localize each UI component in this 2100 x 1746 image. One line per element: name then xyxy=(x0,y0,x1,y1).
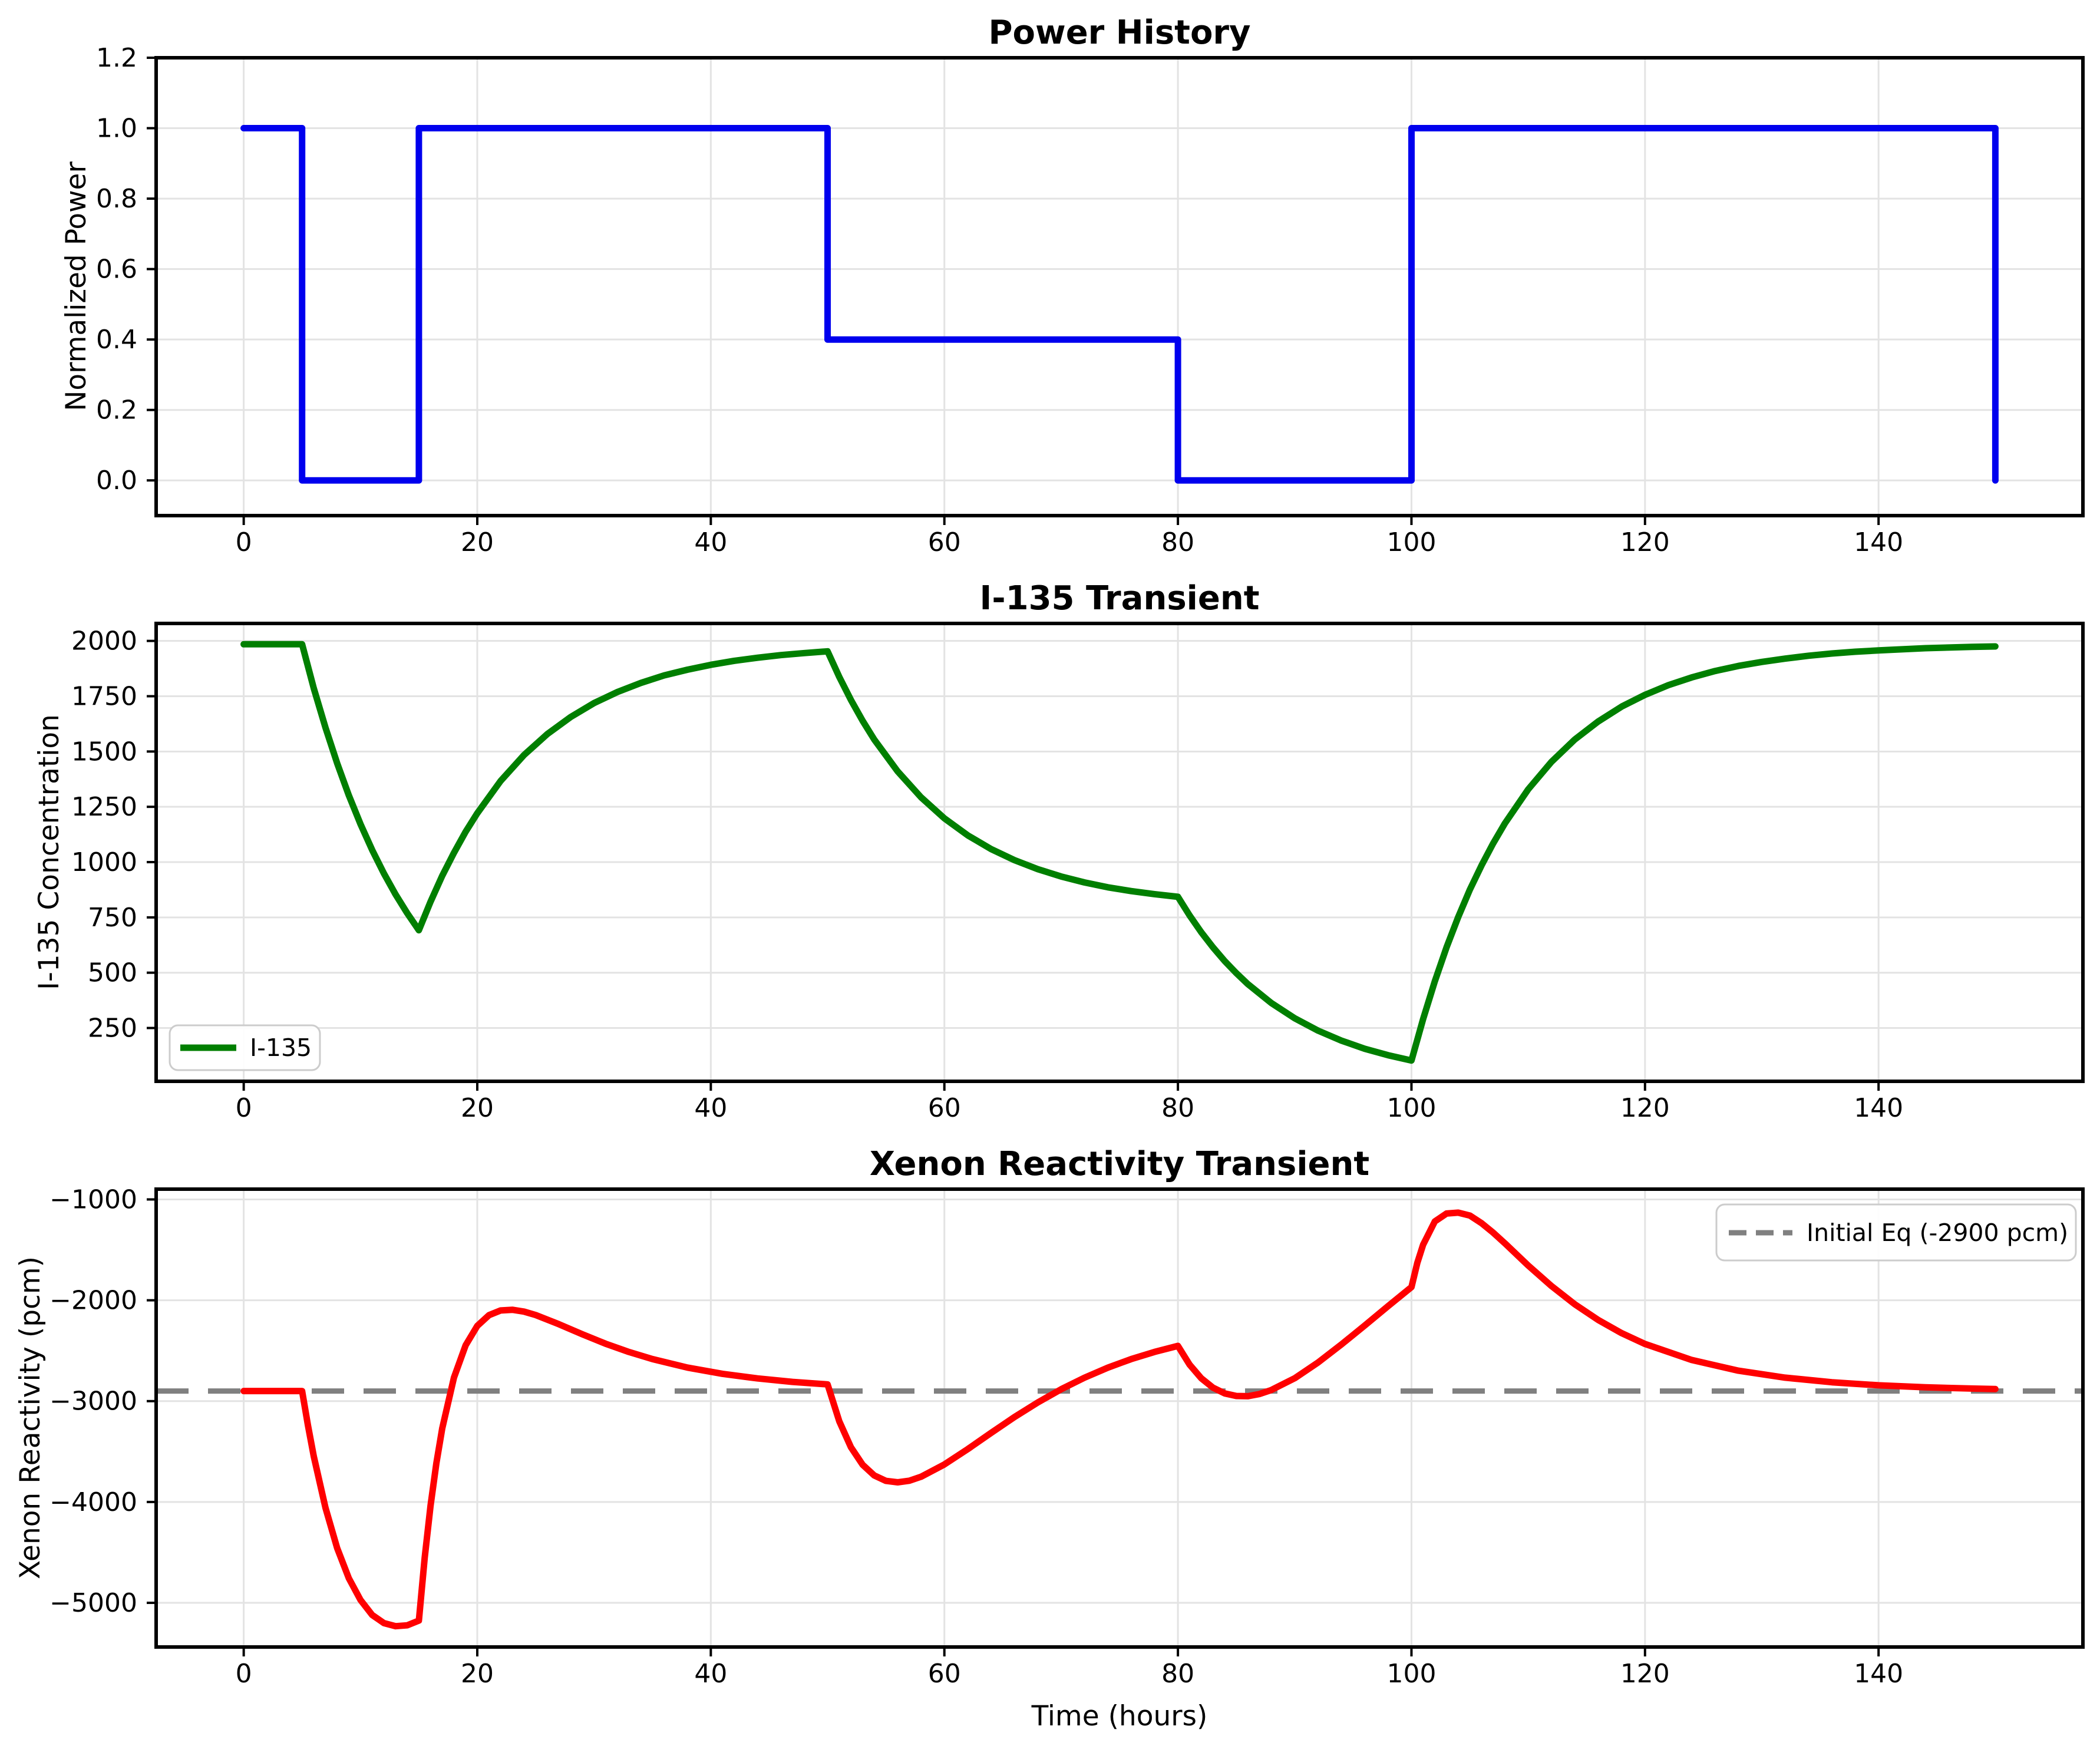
y-tick-label: −4000 xyxy=(49,1487,137,1517)
axis-ticks-iodine: 0 20 40 60 80 100 120 140 250 500 750 1000 1250 1500 1… xyxy=(71,626,1903,1123)
axes-spines-iodine xyxy=(154,622,2085,1083)
y-tick-label: 1000 xyxy=(71,847,137,877)
subplot-power-history: 0 20 40 60 80 100 120 1400.00.20.40.60.81.01.2 … xyxy=(60,14,2085,557)
x-tick-label: 120 xyxy=(1620,1659,1670,1689)
x-tick-label: 140 xyxy=(1854,1093,1903,1123)
y-tick-label: 0.2 xyxy=(96,395,137,425)
iodine-135-curve xyxy=(240,641,1999,1064)
y-tick-label: 1.0 xyxy=(96,114,137,144)
y-tick-label: 1500 xyxy=(71,737,137,767)
y-tick-label: −2000 xyxy=(49,1286,137,1316)
power-y-axis-label: Normalized Power xyxy=(60,161,93,411)
xenon-legend: Initial Eq (-2900 pcm) xyxy=(1715,1203,2077,1262)
xenon-transient-title: Xenon Reactivity Transient xyxy=(870,1145,1369,1183)
axes-spines-xenon xyxy=(154,1187,2085,1649)
iodine-legend-box xyxy=(169,1024,321,1071)
x-tick-label: 20 xyxy=(461,1093,494,1123)
y-tick-label: −5000 xyxy=(49,1588,137,1618)
y-tick-label: 2000 xyxy=(71,626,137,656)
x-tick-label: 40 xyxy=(694,1659,727,1689)
x-tick-label: 20 xyxy=(461,527,494,557)
x-tick-label: 40 xyxy=(694,1093,727,1123)
y-tick-label: 750 xyxy=(88,903,137,933)
y-tick-label: 1.2 xyxy=(96,43,137,73)
xenon-y-axis-label: Xenon Reactivity (pcm) xyxy=(14,1256,47,1579)
iodine-curve-group xyxy=(240,641,1999,1064)
y-tick-label: 0.6 xyxy=(96,255,137,285)
axis-ticks-xenon: 0 20 40 60 80 100 120 140 −1000 −2000 −3000 −4000 −5… xyxy=(49,1184,1903,1689)
x-tick-label: 100 xyxy=(1386,1093,1436,1123)
grid-iodine xyxy=(156,623,2083,1081)
xenon-curve-group xyxy=(240,1209,1999,1630)
y-tick-label: 0.4 xyxy=(96,325,137,355)
y-tick-label: 0.0 xyxy=(96,466,137,496)
x-tick-label: 0 xyxy=(236,1093,252,1123)
y-tick-label: −3000 xyxy=(49,1387,137,1417)
x-tick-label: 100 xyxy=(1386,527,1436,557)
x-tick-label: 20 xyxy=(461,1659,494,1689)
x-tick-label: 140 xyxy=(1854,527,1903,557)
axes-spines-power xyxy=(154,56,2085,517)
subplot-xenon-transient: 0 20 40 60 80 100 120 140 −1000 −2000 −3000 −4000 −5… xyxy=(14,1145,2085,1732)
x-tick-label: 60 xyxy=(928,527,961,557)
x-tick-label: 60 xyxy=(928,1659,961,1689)
normalized-power-curve xyxy=(240,125,1999,484)
y-tick-label: 0.8 xyxy=(96,184,137,214)
y-tick-label: 250 xyxy=(88,1014,137,1044)
x-tick-label: 120 xyxy=(1620,1093,1670,1123)
power-history-title: Power History xyxy=(988,14,1250,52)
xenon-legend-label: Initial Eq (-2900 pcm) xyxy=(1807,1219,2068,1247)
x-tick-label: 80 xyxy=(1161,1093,1194,1123)
time-x-axis-label: Time (hours) xyxy=(1031,1700,1208,1732)
xenon-reactivity-curve xyxy=(240,1209,1999,1630)
y-tick-label: 500 xyxy=(88,958,137,988)
y-tick-label: 1250 xyxy=(71,792,137,822)
xenon-legend-box xyxy=(1715,1203,2077,1262)
x-tick-label: 60 xyxy=(928,1093,961,1123)
iodine-y-axis-label: I-135 Concentration xyxy=(33,714,65,990)
x-tick-label: 100 xyxy=(1386,1659,1436,1689)
y-tick-label: 1750 xyxy=(71,681,137,711)
grid-xenon xyxy=(156,1189,2083,1647)
x-tick-label: 120 xyxy=(1620,527,1670,557)
x-tick-label: 140 xyxy=(1854,1659,1903,1689)
y-tick-label: −1000 xyxy=(49,1184,137,1214)
iodine-legend: I-135 xyxy=(169,1024,321,1071)
x-tick-label: 0 xyxy=(236,527,252,557)
subplot-iodine-transient: 0 20 40 60 80 100 120 140 250 500 750 1000 1250 1500 1… xyxy=(33,579,2085,1123)
iodine-transient-title: I-135 Transient xyxy=(980,579,1260,618)
axis-ticks-power: 0 20 40 60 80 100 120 140 0.0 0.2 0.4 0.6 0.8 1.0 1.2 xyxy=(96,43,1903,557)
power-curve-group xyxy=(240,125,1999,484)
x-tick-label: 0 xyxy=(236,1659,252,1689)
x-tick-label: 80 xyxy=(1161,1659,1194,1689)
x-tick-label: 40 xyxy=(694,527,727,557)
iodine-legend-label: I-135 xyxy=(250,1034,312,1062)
x-tick-label: 80 xyxy=(1161,527,1194,557)
